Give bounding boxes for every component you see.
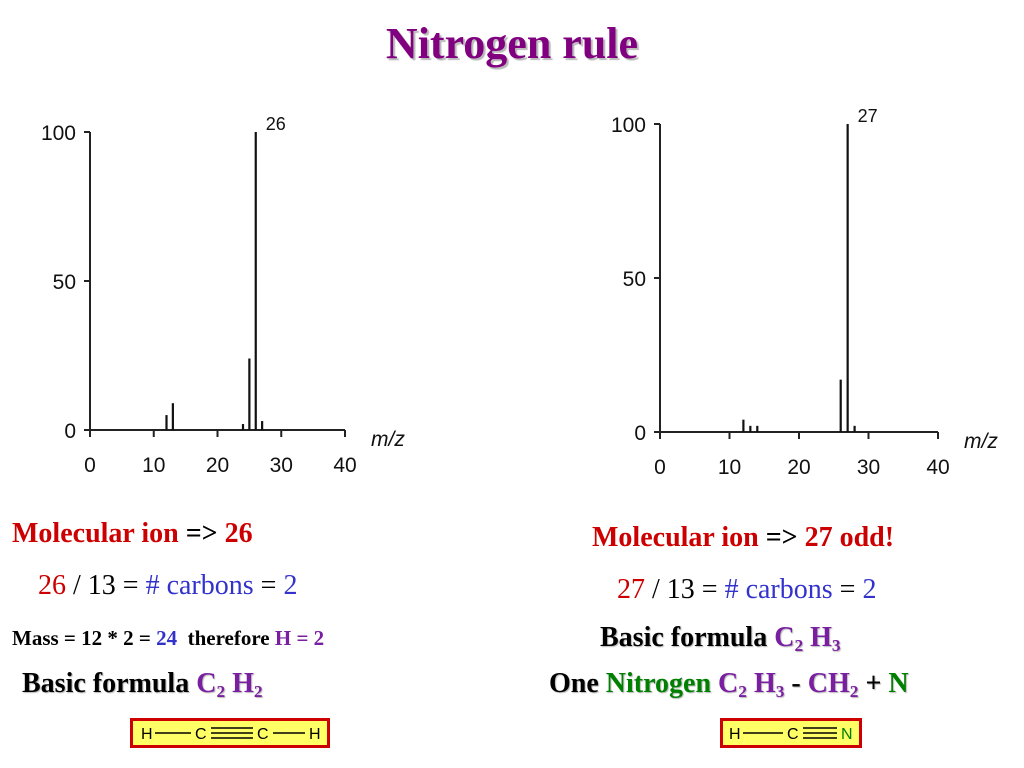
y-tick-label: 0: [64, 420, 76, 443]
x-tick-label: 10: [718, 456, 741, 479]
left-mass-line: Mass = 12 * 2 = 24 therefore H = 2: [12, 626, 324, 651]
acetylene-structure: H C C H: [130, 718, 330, 748]
structure-atom-h1: H: [141, 726, 153, 743]
left-calc-carbons: # carbons: [145, 570, 254, 601]
x-tick-label: 0: [84, 454, 96, 477]
right-calc-result: 2: [862, 574, 877, 605]
right-plus: +: [865, 668, 882, 699]
y-tick-label: 0: [634, 422, 646, 445]
left-calc-mass: 26: [38, 570, 66, 601]
structure-atom-h2: H: [309, 726, 321, 743]
left-arrow: =>: [185, 518, 218, 549]
right-formula-label: Basic formula: [600, 622, 768, 653]
right-calc-eq: =: [839, 574, 856, 605]
left-formula-h: H2: [232, 668, 263, 702]
y-tick-label: 50: [53, 271, 76, 294]
right-nitrogen: Nitrogen: [605, 668, 712, 699]
right-nitrogen-formula: One Nitrogen C2 H3 - CH2 + N: [549, 668, 909, 702]
left-carbon-calc: 26 / 13 = # carbons = 2: [38, 570, 297, 602]
left-mol-ion-value: 26: [224, 518, 253, 549]
x-tick-label: 40: [926, 456, 949, 479]
mass-spectrum-right: 0 50 100 0 10 20 30 40 m/z 27: [611, 106, 998, 479]
left-calc-eq: =: [260, 570, 277, 601]
peak-label: 26: [266, 114, 286, 134]
peak-label: 27: [858, 106, 878, 126]
x-tick-label: 0: [654, 456, 666, 479]
structure-atom-c2: C: [257, 726, 269, 743]
right-mol-ion-value: 27 odd!: [804, 522, 895, 553]
y-tick-label: 100: [41, 122, 76, 145]
left-mol-ion-label: Molecular ion: [12, 518, 179, 549]
right-arrow: =>: [765, 522, 798, 553]
left-calc-div: / 13 =: [73, 570, 139, 601]
left-mass-value: 24: [156, 626, 178, 650]
right-calc-mass: 27: [617, 574, 645, 605]
left-molecular-ion-line: Molecular ion => 26: [12, 518, 253, 550]
right-n-h: H3: [753, 668, 785, 702]
right-mol-ion-label: Molecular ion: [592, 522, 759, 553]
right-molecular-ion-line: Molecular ion => 27 odd!: [592, 522, 894, 554]
x-tick-label: 30: [270, 454, 293, 477]
x-axis-label: m/z: [371, 428, 405, 451]
structure-atom-c1: C: [195, 726, 207, 743]
right-n-c: C2: [718, 668, 747, 702]
x-tick-label: 20: [787, 456, 810, 479]
hcn-structure: H C N: [720, 718, 862, 748]
left-h-value: H = 2: [274, 626, 325, 650]
right-formula-h: H3: [810, 622, 841, 656]
left-formula-c: C2: [196, 668, 226, 702]
right-one: One: [549, 668, 599, 699]
right-minus: -: [791, 668, 801, 699]
right-calc-div: / 13 =: [652, 574, 718, 605]
right-n: N: [888, 668, 909, 699]
y-tick-label: 50: [623, 268, 646, 291]
left-basic-formula: Basic formula C2 H2: [22, 668, 263, 702]
x-tick-label: 10: [142, 454, 165, 477]
left-mass-text: Mass = 12 * 2 =: [12, 626, 151, 650]
left-formula-label: Basic formula: [22, 668, 190, 699]
structure-atom-h: H: [729, 726, 741, 743]
right-calc-carbons: # carbons: [724, 574, 833, 605]
right-ch: CH2: [807, 668, 859, 702]
left-calc-result: 2: [283, 570, 298, 601]
x-tick-label: 40: [333, 454, 356, 477]
mass-spectrum-left: 0 50 100 0 10 20 30 40 m/z 26: [41, 114, 405, 477]
right-basic-formula: Basic formula C2 H3: [600, 622, 841, 656]
x-axis-label: m/z: [964, 430, 998, 453]
y-tick-label: 100: [611, 114, 646, 137]
right-formula-c: C2: [774, 622, 804, 656]
page-title: Nitrogen rule: [385, 19, 639, 68]
structure-atom-c: C: [787, 726, 799, 743]
structure-atom-n: N: [841, 726, 853, 743]
x-tick-label: 30: [857, 456, 880, 479]
left-therefore: therefore: [187, 626, 270, 650]
right-carbon-calc: 27 / 13 = # carbons = 2: [617, 574, 876, 606]
x-tick-label: 20: [206, 454, 229, 477]
